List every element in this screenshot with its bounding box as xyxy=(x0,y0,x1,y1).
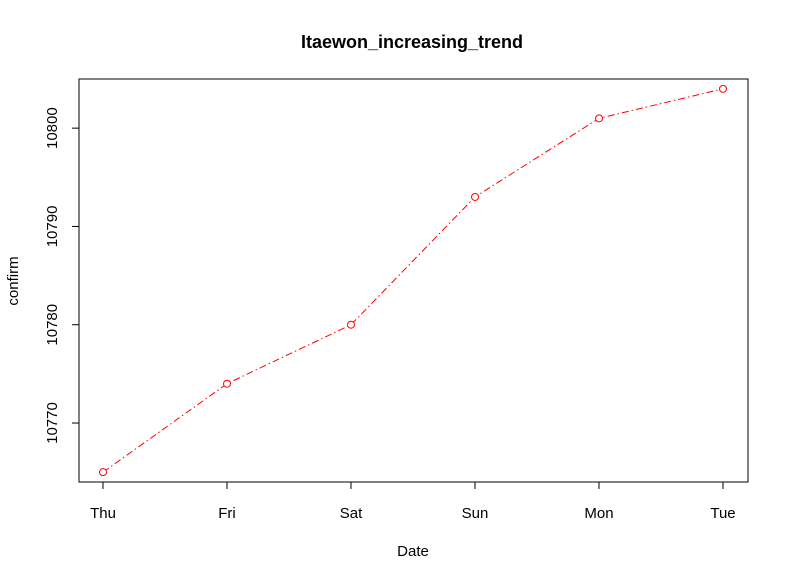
plot-frame xyxy=(78,78,749,483)
chart-title: Itaewon_increasing_trend xyxy=(301,32,523,52)
x-tick-label: Fri xyxy=(218,505,236,522)
x-tick-label: Thu xyxy=(90,505,116,522)
series-line xyxy=(102,88,724,473)
x-axis: Thu Fri Sat Sun Mon Tue xyxy=(90,481,736,522)
y-axis: 10770 10780 10790 10800 xyxy=(44,107,80,444)
x-axis-label: Date xyxy=(397,543,429,560)
y-axis-label: confirm xyxy=(5,256,22,305)
y-tick-label: 10790 xyxy=(44,206,61,248)
y-tick-label: 10780 xyxy=(44,304,61,346)
x-tick-label: Sun xyxy=(462,505,489,522)
y-tick-label: 10770 xyxy=(44,402,61,444)
series-markers xyxy=(99,84,727,477)
x-tick-label: Tue xyxy=(710,505,735,522)
data-point xyxy=(99,468,107,477)
data-point xyxy=(719,84,727,93)
data-point xyxy=(223,379,231,388)
x-tick-label: Sat xyxy=(340,505,363,522)
x-tick-label: Mon xyxy=(584,505,613,522)
data-point xyxy=(595,114,603,123)
y-tick-label: 10800 xyxy=(44,107,61,149)
data-point xyxy=(471,192,479,201)
data-point xyxy=(347,320,355,329)
